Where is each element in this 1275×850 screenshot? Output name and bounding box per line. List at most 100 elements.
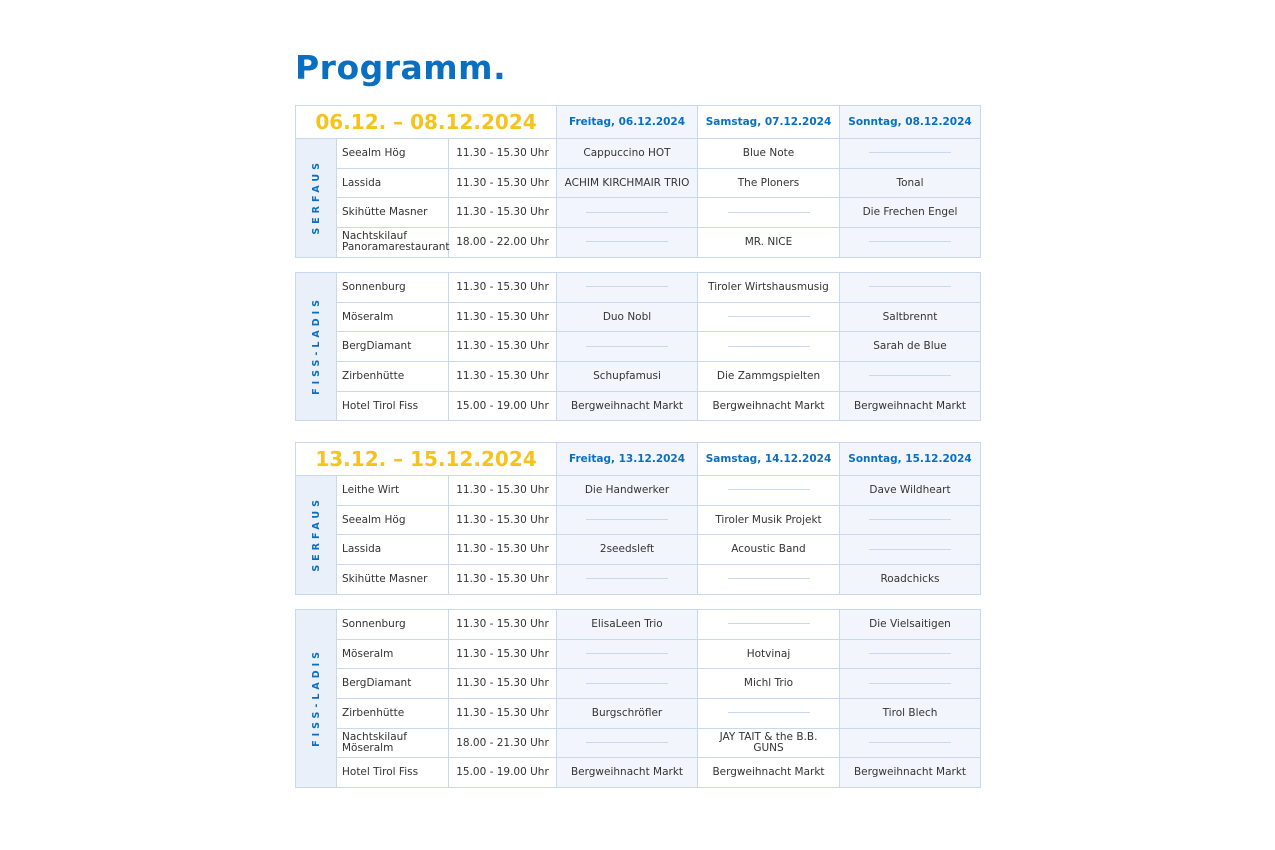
empty-slot-line (869, 682, 951, 684)
venue-cell: Seealm Hög (336, 138, 449, 169)
region-label: SERFAUS (295, 475, 337, 595)
venue-cell: Sonnenburg (336, 272, 449, 303)
empty-slot-line (869, 519, 951, 521)
table-row: FISS-LADIS Sonnenburg 11.30 - 15.30 Uhr Tir… (295, 271, 981, 422)
time-cell: 11.30 - 15.30 Uhr (448, 564, 557, 595)
venue-cell: Sonnenburg (336, 609, 449, 640)
act-cell: MR. NICE (697, 227, 840, 258)
act-cell (839, 668, 981, 700)
act-cell: Die Handwerker (556, 475, 698, 506)
time-cell: 11.30 - 15.30 Uhr (448, 534, 557, 566)
time-cell: 18.00 - 21.30 Uhr (448, 727, 557, 759)
empty-slot-line (727, 712, 810, 714)
table-row: BergDiamant 11.30 - 15.30 Uhr Michl Trio (296, 668, 981, 700)
act-cell (556, 197, 698, 229)
time-cell: 11.30 - 15.30 Uhr (448, 638, 557, 670)
empty-slot-line (727, 489, 810, 491)
act-cell: Blue Note (697, 138, 840, 169)
schedule-table: FISS-LADIS Sonnenburg 11.30 - 15.30 Uhr Tir… (295, 271, 981, 422)
table-row: Zirbenhütte 11.30 - 15.30 Uhr Schupfamusi D… (296, 361, 981, 392)
time-cell: 11.30 - 15.30 Uhr (448, 301, 557, 333)
act-cell (697, 564, 840, 595)
table-row: Seealm Hög 11.30 - 15.30 Uhr Tiroler Musik… (296, 504, 981, 536)
table-row: Lassida 11.30 - 15.30 Uhr ACHIM KIRCHMAIR … (296, 167, 981, 199)
empty-slot-line (869, 241, 951, 243)
table-row: FISS-LADIS Sonnenburg 11.30 - 15.30 Uhr Eli… (295, 608, 981, 789)
page-title: Programm. (295, 48, 507, 87)
act-cell (839, 638, 981, 670)
table-row: BergDiamant 11.30 - 15.30 Uhr Sarah de Blu… (296, 331, 981, 363)
table-row: Möseralm 11.30 - 15.30 Uhr Duo Nobl Saltbre… (296, 301, 981, 333)
venue-cell: Möseralm (336, 638, 449, 670)
empty-slot-line (727, 211, 810, 213)
venue-cell: Nachtskilauf Möseralm (336, 727, 449, 759)
empty-slot-line (586, 345, 668, 347)
venue-cell: Lassida (336, 534, 449, 566)
act-cell: Bergweihnacht Markt (839, 390, 981, 422)
act-cell (697, 197, 840, 229)
act-cell: Saltbrennt (839, 301, 981, 333)
region-name: FISS-LADIS (310, 647, 322, 747)
act-cell: ACHIM KIRCHMAIR TRIO (556, 167, 698, 199)
empty-slot-line (586, 519, 668, 521)
day-header: Sonntag, 15.12.2024 (839, 442, 981, 476)
empty-slot-line (869, 548, 951, 550)
act-cell (697, 331, 840, 363)
table-row: Hotel Tirol Fiss 15.00 - 19.00 Uhr Bergwei… (296, 390, 981, 422)
table-row: SERFAUS Leithe Wirt 11.30 - 15.30 Uhr Die H… (295, 475, 981, 595)
act-cell: Die Vielsaitigen (839, 609, 981, 640)
empty-slot-line (586, 241, 668, 243)
act-cell: The Ploners (697, 167, 840, 199)
time-cell: 18.00 - 22.00 Uhr (448, 227, 557, 258)
table-row: Zirbenhütte 11.30 - 15.30 Uhr Burgschröfle… (296, 698, 981, 729)
act-cell (839, 361, 981, 392)
empty-slot-line (869, 742, 951, 744)
act-cell (556, 272, 698, 303)
schedule-table: 06.12. – 08.12.2024 Freitag, 06.12.2024 Sa… (295, 105, 981, 258)
header-row: 13.12. – 15.12.2024 Freitag, 13.12.2024 Sa… (295, 442, 981, 476)
act-cell (556, 727, 698, 759)
empty-slot-line (586, 742, 668, 744)
venue-cell: BergDiamant (336, 331, 449, 363)
act-cell (839, 727, 981, 759)
day-header: Sonntag, 08.12.2024 (839, 105, 981, 139)
act-cell: Bergweihnacht Markt (697, 757, 840, 789)
time-cell: 11.30 - 15.30 Uhr (448, 698, 557, 729)
table-row: Nachtskilauf Möseralm 18.00 - 21.30 Uhr JA… (296, 727, 981, 759)
venue-cell: Skihütte Masner (336, 564, 449, 595)
day-header: Samstag, 07.12.2024 (697, 105, 840, 139)
table-row: Möseralm 11.30 - 15.30 Uhr Hotvinaj (296, 638, 981, 670)
act-cell (556, 638, 698, 670)
act-cell: Dave Wildheart (839, 475, 981, 506)
venue-cell: Hotel Tirol Fiss (336, 390, 449, 422)
table-row: Skihütte Masner 11.30 - 15.30 Uhr Die Frec… (296, 197, 981, 229)
act-cell (839, 138, 981, 169)
empty-slot-line (586, 682, 668, 684)
act-cell (697, 609, 840, 640)
act-cell: Schupfamusi (556, 361, 698, 392)
time-cell: 15.00 - 19.00 Uhr (448, 757, 557, 789)
region-name: FISS-LADIS (310, 295, 322, 395)
time-cell: 11.30 - 15.30 Uhr (448, 504, 557, 536)
venue-cell: Zirbenhütte (336, 361, 449, 392)
empty-slot-line (727, 623, 810, 625)
act-cell: Hotvinaj (697, 638, 840, 670)
table-row: Lassida 11.30 - 15.30 Uhr 2seedsleft Acoust… (296, 534, 981, 566)
act-cell: ElisaLeen Trio (556, 609, 698, 640)
empty-slot-line (727, 345, 810, 347)
act-cell (697, 698, 840, 729)
schedule-table: FISS-LADIS Sonnenburg 11.30 - 15.30 Uhr Eli… (295, 608, 981, 789)
venue-cell: Skihütte Masner (336, 197, 449, 229)
venue-cell: Nachtskilauf Panoramarestaurant (336, 227, 450, 258)
empty-slot-line (869, 152, 951, 154)
act-cell: Tirol Blech (839, 698, 981, 729)
time-cell: 11.30 - 15.30 Uhr (448, 609, 557, 640)
empty-slot-line (586, 286, 668, 288)
table-row: Hotel Tirol Fiss 15.00 - 19.00 Uhr Bergwei… (296, 757, 981, 789)
time-cell: 11.30 - 15.30 Uhr (448, 272, 557, 303)
day-header: Samstag, 14.12.2024 (697, 442, 840, 476)
table-row: SERFAUS Seealm Hög 11.30 - 15.30 Uhr Cappuc… (295, 138, 981, 258)
venue-cell: Hotel Tirol Fiss (336, 757, 449, 789)
time-cell: 11.30 - 15.30 Uhr (448, 197, 557, 229)
act-cell (556, 564, 698, 595)
